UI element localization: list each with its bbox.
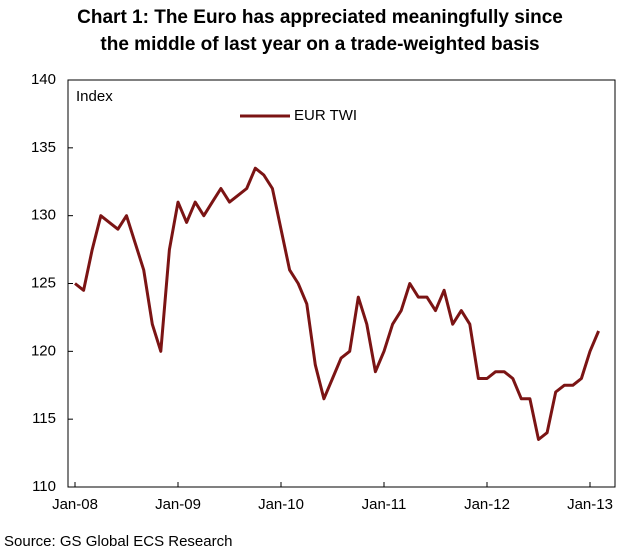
y-tick-label: 125	[31, 274, 56, 291]
plot-frame	[67, 79, 616, 488]
y-tick-label: 130	[31, 207, 56, 224]
y-tick-label: 120	[31, 342, 56, 359]
annotation: Index	[76, 88, 113, 105]
source: Source: GS Global ECS Research	[4, 533, 232, 550]
chart-title: Chart 1: The Euro has appreciated meanin…	[77, 7, 563, 55]
y-tick-label: 110	[32, 478, 56, 495]
x-tick-label: Jan-12	[464, 496, 510, 513]
y-tick-label: 135	[31, 139, 56, 156]
x-tick-label: Jan-13	[567, 496, 613, 513]
line	[74, 166, 600, 441]
x-tick-label: Jan-11	[362, 496, 407, 513]
x-tick-label: Jan-10	[258, 496, 304, 513]
legend-label: EUR TWI	[294, 107, 357, 124]
x-tick-label: Jan-08	[52, 496, 98, 513]
y-tick-label: 115	[32, 410, 56, 427]
y-tick-label: 140	[31, 71, 56, 88]
x-tick-label: Jan-09	[155, 496, 201, 513]
